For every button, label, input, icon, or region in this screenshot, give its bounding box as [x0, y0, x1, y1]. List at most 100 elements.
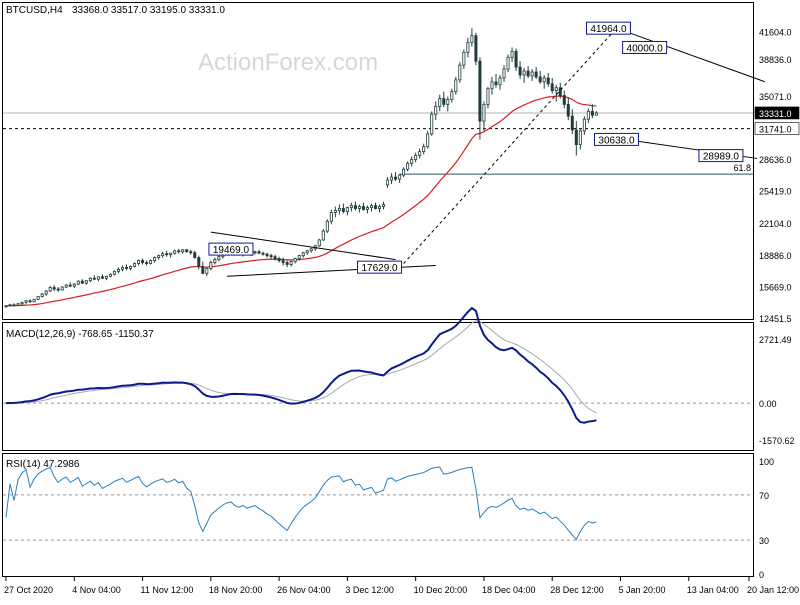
candle-body — [386, 179, 390, 186]
candle — [201, 261, 205, 275]
candle-body — [514, 50, 518, 68]
current-price-box — [754, 106, 800, 120]
candle — [197, 255, 201, 270]
candle-body — [112, 270, 116, 275]
candle — [309, 247, 313, 253]
candle-body — [406, 162, 410, 170]
candle-body — [321, 230, 325, 241]
candle — [365, 205, 369, 214]
candle-body — [153, 257, 157, 261]
candle-body — [394, 176, 398, 180]
candle — [341, 203, 345, 214]
candle-body — [8, 304, 12, 307]
candle — [349, 202, 353, 212]
candle-body — [149, 260, 153, 264]
annotation-label: 19469.0 — [213, 245, 250, 256]
candle — [386, 177, 390, 188]
candle — [534, 67, 538, 79]
candle — [482, 101, 486, 131]
candle — [161, 251, 165, 258]
candle — [205, 267, 209, 277]
candle — [546, 72, 550, 87]
candle-body — [578, 130, 582, 146]
candle-body — [329, 212, 333, 222]
x-tick-label: 27 Oct 2020 — [4, 585, 53, 595]
x-tick-label: 11 Nov 12:00 — [141, 585, 194, 595]
candle-body — [494, 81, 498, 86]
candle-body — [80, 280, 84, 284]
candle-body — [474, 35, 478, 62]
candle — [145, 260, 149, 266]
candle-body — [590, 110, 594, 116]
candle-body — [518, 66, 522, 76]
candle-body — [382, 204, 386, 207]
candle — [317, 238, 321, 247]
candle-body — [534, 71, 538, 78]
candle-body — [542, 77, 546, 83]
candle-body — [333, 210, 337, 213]
candle-body — [301, 252, 305, 257]
price-tick-label: 28636.0 — [759, 155, 792, 165]
candle-body — [161, 253, 165, 257]
candle-body — [442, 98, 446, 105]
candle — [56, 287, 60, 292]
candle — [149, 259, 153, 265]
macd-title: MACD(12,26,9) -768.65 -1150.37 — [6, 329, 154, 340]
candle-body — [458, 64, 462, 81]
candle-body — [337, 208, 341, 211]
candle-body — [193, 252, 197, 259]
candle-body — [265, 253, 269, 257]
price-annotation: 19469.0 — [208, 242, 254, 256]
candle-body — [566, 104, 570, 117]
candle — [550, 77, 554, 94]
candle — [566, 97, 570, 121]
watermark: ActionForex.com — [198, 49, 378, 76]
candle-body — [434, 105, 438, 115]
candle-body — [116, 269, 120, 272]
candle-body — [293, 258, 297, 262]
candle — [48, 286, 52, 292]
candle — [430, 111, 434, 136]
candle-body — [478, 60, 482, 122]
candle — [277, 256, 281, 263]
candle — [285, 260, 289, 268]
macd-tick-label: 0.00 — [759, 399, 777, 409]
annotation-label: 17629.0 — [361, 263, 398, 274]
candle — [189, 249, 193, 255]
candle-body — [68, 284, 72, 287]
candle — [345, 206, 349, 216]
x-tick-label: 28 Dec 12:00 — [550, 585, 604, 595]
trendline — [616, 27, 766, 83]
candle-body — [52, 287, 56, 290]
candle — [426, 130, 430, 149]
candle — [522, 68, 526, 83]
candle — [177, 248, 181, 254]
candle-body — [209, 262, 213, 269]
candle — [530, 69, 534, 81]
x-tick-label: 10 Dec 20:00 — [414, 585, 468, 595]
candle — [84, 280, 88, 285]
candle — [478, 57, 482, 140]
candle — [269, 253, 273, 259]
candle — [68, 282, 72, 288]
candle-body — [586, 110, 590, 120]
candle — [333, 206, 337, 218]
rsi-tick-label: 0 — [759, 570, 764, 580]
x-tick-label: 4 Nov 04:00 — [72, 585, 121, 595]
candle — [253, 250, 257, 255]
candle — [8, 303, 12, 307]
candle-body — [28, 300, 32, 303]
candle-body — [522, 70, 526, 76]
candle — [108, 273, 112, 278]
candle — [257, 249, 261, 255]
candle-body — [84, 280, 88, 284]
candle — [96, 276, 100, 282]
candle — [582, 116, 586, 135]
candle — [4, 305, 8, 308]
candle-body — [185, 249, 189, 253]
candle — [434, 101, 438, 121]
candle — [353, 201, 357, 211]
candle-body — [510, 50, 514, 58]
candle-body — [201, 266, 205, 274]
